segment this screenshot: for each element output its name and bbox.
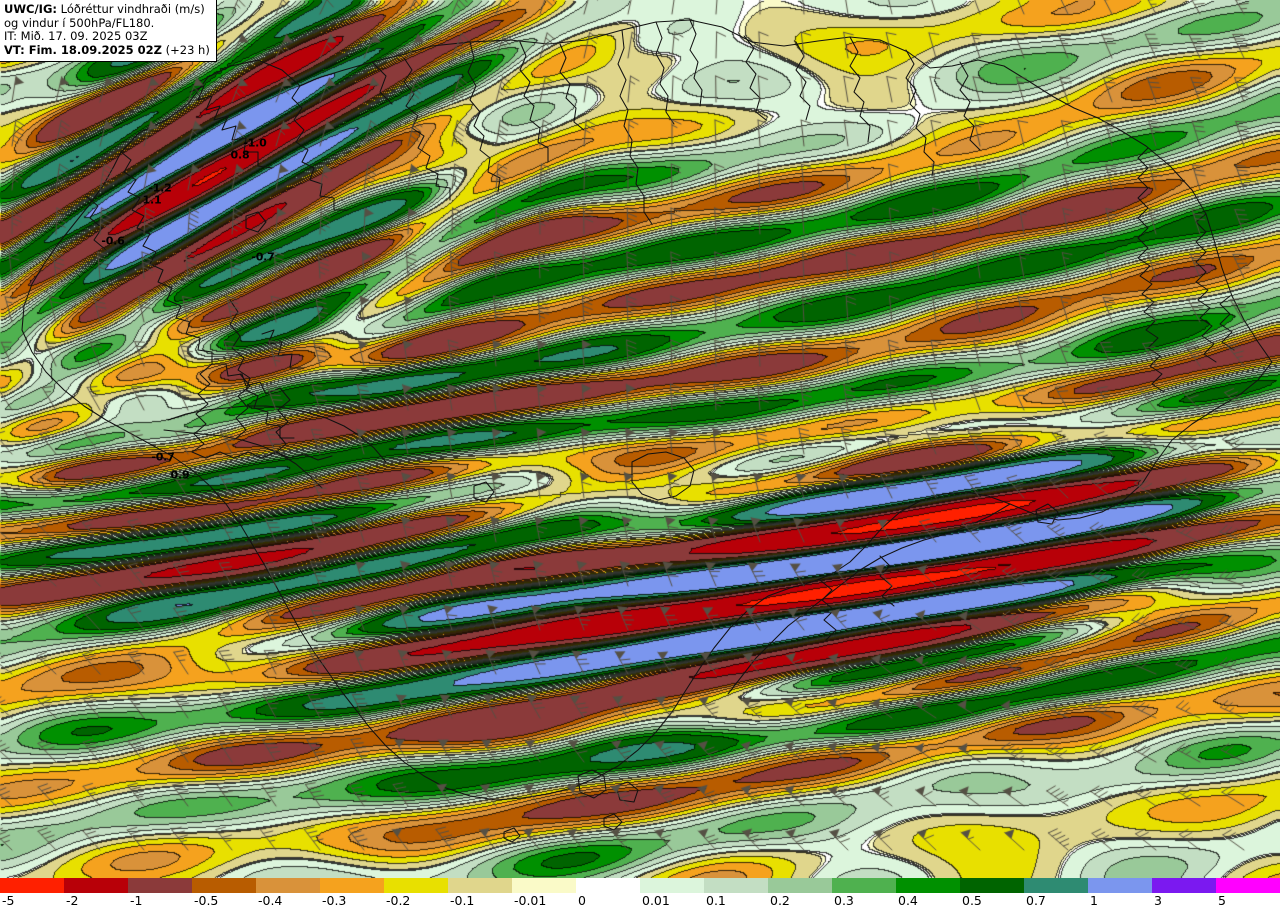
contour-label: -1.0 bbox=[243, 136, 267, 150]
colorbar-tick-label: 0.3 bbox=[834, 893, 854, 908]
colorbar-segment bbox=[640, 878, 704, 893]
colorbar-segment bbox=[512, 878, 576, 893]
colorbar-tick-label: 0.4 bbox=[898, 893, 918, 908]
colorbar-segment bbox=[256, 878, 320, 893]
title-line-2: og vindur í 500hPa/FL180. bbox=[4, 15, 155, 30]
title-valid-time: VT: Fim. 18.09.2025 02Z bbox=[4, 42, 162, 57]
colorbar-segment bbox=[1024, 878, 1088, 893]
colorbar-tick-label: 1 bbox=[1090, 893, 1098, 908]
colorbar-segment bbox=[1152, 878, 1216, 893]
colorbar-tick-label: 0.2 bbox=[770, 893, 790, 908]
title-model-id: UWC/IG: bbox=[4, 2, 57, 16]
contour-label: 0.9 bbox=[170, 468, 190, 482]
title-variable: Lóðréttur vindhraði (m/s) bbox=[56, 2, 205, 16]
colorbar-segment bbox=[448, 878, 512, 893]
colorbar: -5 -2 -1 -0.5 -0.4 -0.3 -0.2 -0.1 -0.01 0 0.01 0.1 0… bbox=[0, 878, 1280, 908]
title-line-1: UWC/IG: Lóðréttur vindhraði (m/s) bbox=[4, 2, 210, 17]
colorbar-tick-label: -0.3 bbox=[322, 893, 347, 908]
colorbar-segment bbox=[320, 878, 384, 893]
colorbar-tick-label: -0.1 bbox=[450, 893, 475, 908]
colorbar-segment bbox=[128, 878, 192, 893]
title-line-4: VT: Fim. 18.09.2025 02Z (+23 h) bbox=[4, 42, 210, 58]
colorbar-tick-label: -0.2 bbox=[386, 893, 411, 908]
map-area[interactable]: -1.0 0.8 -1.2 1.1 -0.6 -0.7 -0.7 0.9 UWC/IG: Ló… bbox=[0, 0, 1280, 878]
wind-barb-icon bbox=[0, 0, 1280, 878]
colorbar-strip bbox=[0, 878, 1280, 893]
colorbar-tick-label: 5 bbox=[1218, 893, 1226, 908]
colorbar-tick-label: 0.5 bbox=[962, 893, 982, 908]
colorbar-tick-label: 0.01 bbox=[642, 893, 670, 908]
colorbar-segment bbox=[768, 878, 832, 893]
colorbar-segment bbox=[1216, 878, 1280, 893]
colorbar-segment bbox=[704, 878, 768, 893]
title-init-time: IT: Mið. 17. 09. 2025 03Z bbox=[4, 29, 148, 43]
colorbar-ticks: -5 -2 -1 -0.5 -0.4 -0.3 -0.2 -0.1 -0.01 0 0.01 0.1 0… bbox=[0, 893, 1280, 908]
colorbar-tick-label: -0.4 bbox=[258, 893, 283, 908]
colorbar-tick-label: 0.1 bbox=[706, 893, 726, 908]
colorbar-tick-label: 3 bbox=[1154, 893, 1162, 908]
colorbar-segment bbox=[576, 878, 640, 893]
contour-label-layer: -1.0 0.8 -1.2 1.1 -0.6 -0.7 -0.7 0.9 bbox=[101, 136, 275, 482]
colorbar-tick-label: -2 bbox=[66, 893, 79, 908]
map-title-box: UWC/IG: Lóðréttur vindhraði (m/s) og vin… bbox=[0, 0, 217, 62]
contour-label: 0.8 bbox=[230, 148, 250, 162]
colorbar-segment bbox=[832, 878, 896, 893]
colorbar-tick-label: -0.01 bbox=[514, 893, 547, 908]
title-lead-time: (+23 h) bbox=[161, 42, 210, 57]
colorbar-tick-label: -0.5 bbox=[194, 893, 219, 908]
colorbar-segment bbox=[1088, 878, 1152, 893]
colorbar-segment bbox=[64, 878, 128, 893]
colorbar-tick-label: -5 bbox=[2, 893, 15, 908]
colorbar-segment bbox=[0, 878, 64, 893]
colorbar-tick-label: 0 bbox=[578, 893, 586, 908]
colorbar-segment bbox=[384, 878, 448, 893]
colorbar-segment bbox=[896, 878, 960, 893]
colorbar-tick-label: 0.7 bbox=[1026, 893, 1046, 908]
contour-label: -0.6 bbox=[101, 234, 125, 248]
contour-label: -1.2 bbox=[148, 181, 172, 195]
colorbar-segment bbox=[192, 878, 256, 893]
contour-label: -0.7 bbox=[151, 450, 175, 464]
contour-label: 1.1 bbox=[142, 193, 162, 207]
contour-label: -0.7 bbox=[251, 250, 275, 264]
colorbar-segment bbox=[960, 878, 1024, 893]
colorbar-tick-label: -1 bbox=[130, 893, 143, 908]
